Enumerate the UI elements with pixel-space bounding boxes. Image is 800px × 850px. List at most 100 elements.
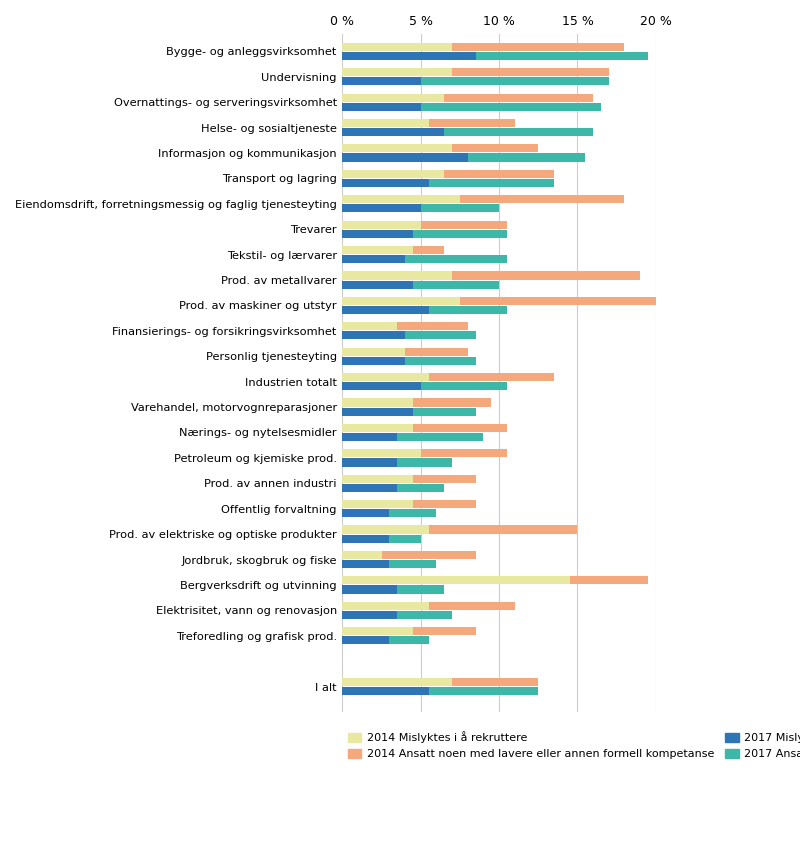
Bar [413, 407, 476, 416]
Bar [460, 297, 664, 305]
Bar [405, 348, 468, 356]
Bar [342, 560, 390, 568]
Bar [342, 196, 460, 203]
Bar [452, 271, 640, 280]
Bar [342, 255, 405, 264]
Bar [398, 458, 452, 467]
Bar [421, 77, 609, 85]
Bar [342, 525, 429, 534]
Bar [342, 77, 421, 85]
Bar [342, 586, 398, 593]
Bar [382, 551, 476, 559]
Bar [444, 94, 593, 102]
Bar [476, 52, 648, 60]
Bar [429, 306, 507, 314]
Bar [342, 611, 398, 619]
Bar [342, 103, 421, 110]
Bar [421, 204, 499, 212]
Bar [342, 450, 421, 457]
Bar [342, 551, 382, 559]
Bar [405, 255, 507, 264]
Bar [429, 525, 578, 534]
Bar [398, 586, 444, 593]
Bar [342, 68, 452, 76]
Bar [570, 576, 648, 585]
Bar [413, 500, 476, 508]
Bar [405, 332, 476, 339]
Bar [413, 280, 499, 289]
Bar [452, 42, 625, 51]
Bar [342, 576, 570, 585]
Bar [342, 204, 421, 212]
Bar [444, 128, 593, 136]
Bar [413, 230, 507, 238]
Bar [390, 535, 421, 543]
Bar [342, 424, 413, 432]
Bar [398, 484, 444, 492]
Bar [342, 602, 429, 609]
Bar [342, 178, 429, 187]
Bar [342, 627, 413, 635]
Bar [342, 373, 429, 381]
Bar [390, 560, 437, 568]
Bar [342, 52, 476, 60]
Bar [398, 433, 483, 441]
Bar [342, 687, 429, 695]
Bar [398, 322, 468, 331]
Bar [342, 280, 413, 289]
Bar [342, 332, 405, 339]
Legend: 2014 Mislyktes i å rekruttere, 2014 Ansatt noen med lavere eller annen formell k: 2014 Mislyktes i å rekruttere, 2014 Ansa… [348, 731, 800, 759]
Bar [342, 144, 452, 152]
Bar [444, 170, 554, 178]
Bar [390, 637, 429, 644]
Bar [452, 144, 538, 152]
Bar [342, 128, 444, 136]
Bar [452, 68, 609, 76]
Bar [421, 450, 507, 457]
Bar [413, 399, 491, 406]
Bar [413, 474, 476, 483]
Bar [342, 322, 398, 331]
Bar [342, 399, 413, 406]
Bar [342, 484, 398, 492]
Bar [342, 382, 421, 390]
Bar [342, 170, 444, 178]
Bar [342, 433, 398, 441]
Bar [429, 373, 554, 381]
Bar [342, 474, 413, 483]
Bar [468, 154, 586, 162]
Bar [452, 678, 538, 686]
Bar [342, 678, 452, 686]
Bar [390, 509, 437, 518]
Bar [421, 220, 507, 229]
Bar [429, 119, 514, 127]
Bar [342, 509, 390, 518]
Bar [413, 424, 507, 432]
Bar [342, 407, 413, 416]
Bar [429, 687, 538, 695]
Bar [342, 220, 421, 229]
Bar [398, 611, 452, 619]
Bar [342, 42, 452, 51]
Bar [342, 230, 413, 238]
Bar [342, 271, 452, 280]
Bar [342, 637, 390, 644]
Bar [429, 602, 514, 609]
Bar [413, 246, 444, 254]
Bar [421, 382, 507, 390]
Bar [342, 246, 413, 254]
Bar [342, 94, 444, 102]
Bar [342, 357, 405, 365]
Bar [342, 535, 390, 543]
Bar [342, 306, 429, 314]
Bar [413, 627, 476, 635]
Bar [342, 154, 468, 162]
Bar [342, 348, 405, 356]
Bar [421, 103, 601, 110]
Bar [429, 178, 554, 187]
Bar [342, 119, 429, 127]
Bar [405, 357, 476, 365]
Bar [342, 500, 413, 508]
Bar [342, 297, 460, 305]
Bar [342, 458, 398, 467]
